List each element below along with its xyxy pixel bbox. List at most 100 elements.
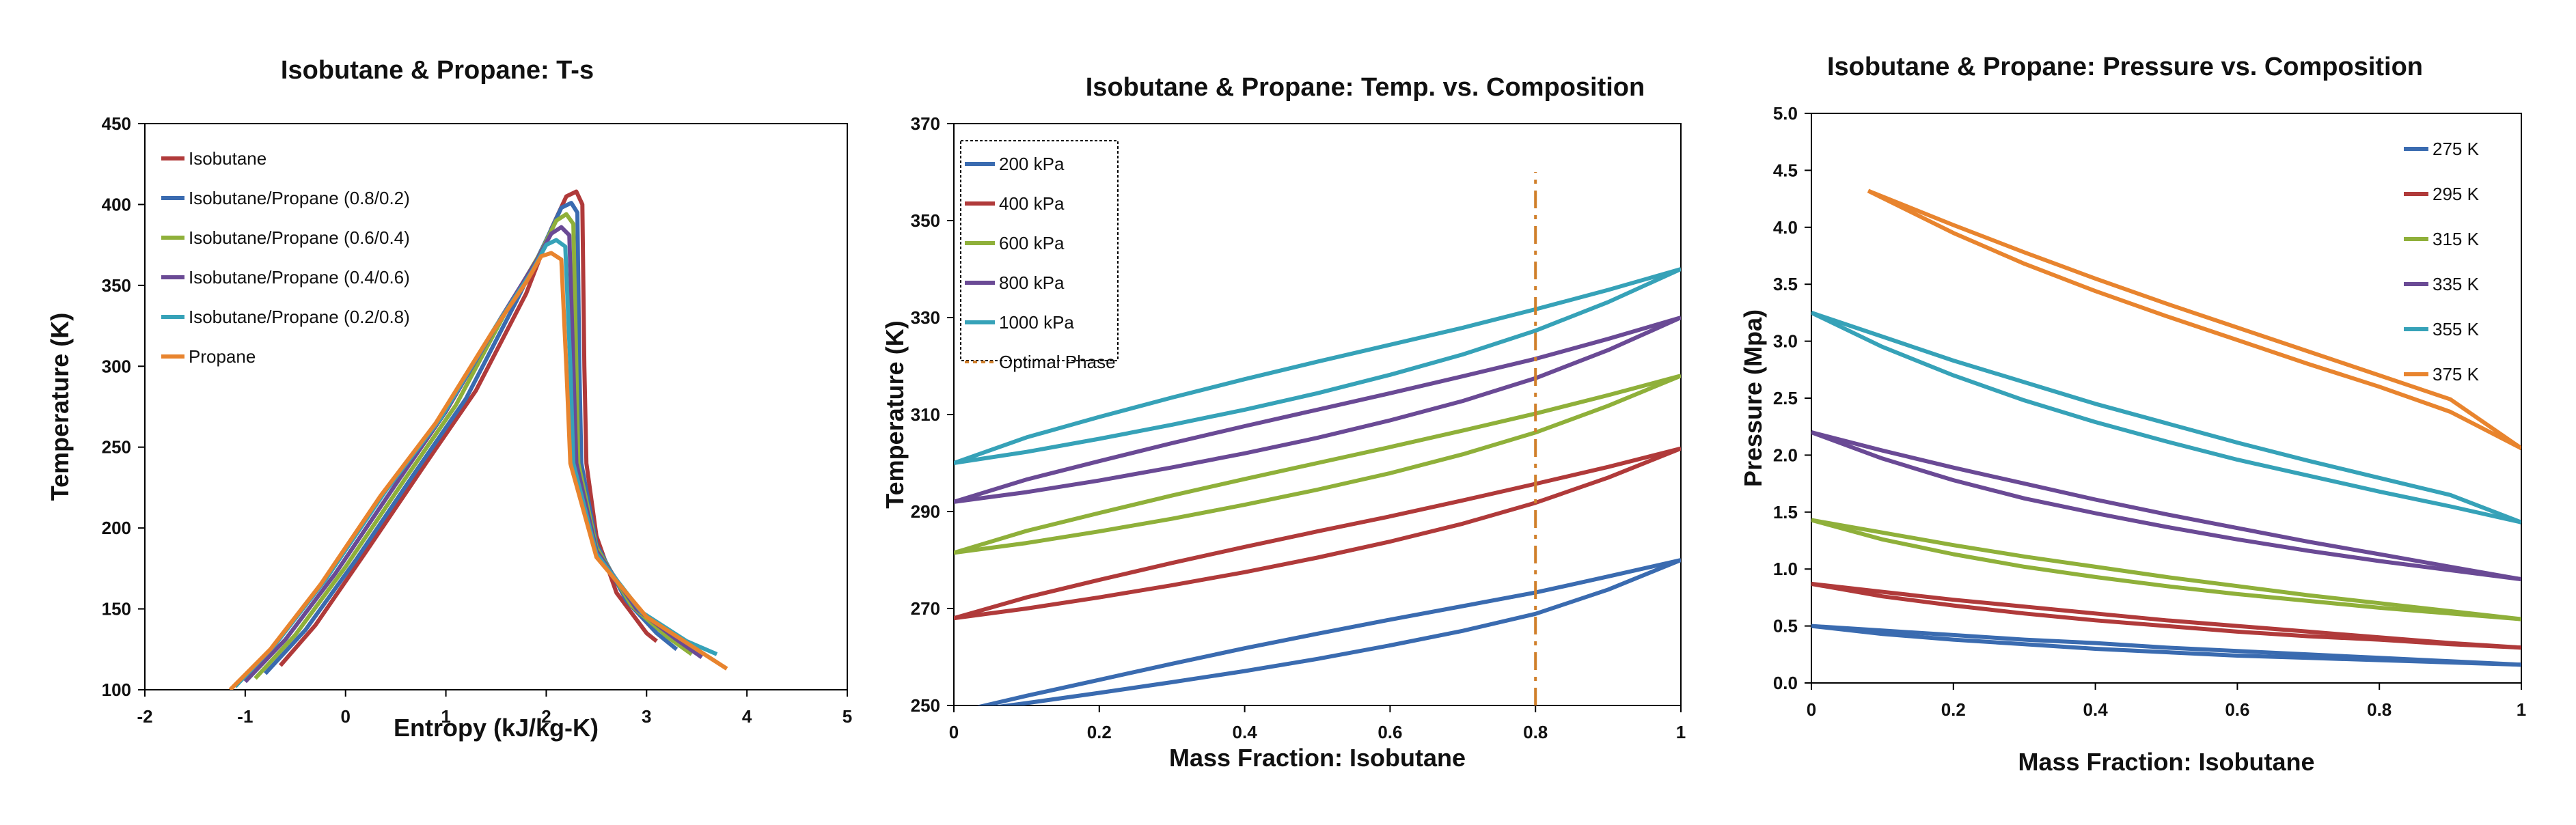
y-axis-label: Temperature (K)	[46, 313, 74, 501]
y-tick-label: 350	[102, 275, 131, 296]
series-line-315-k-bubble	[1811, 518, 2521, 621]
plot-area-frame	[144, 123, 848, 690]
legend-label: 355 K	[2433, 319, 2480, 339]
series-line-600-kpa-bubble	[954, 374, 1681, 555]
chart-3: Isobutane & Propane: Pressure vs. Compos…	[1739, 53, 2526, 776]
y-tick-label: 370	[911, 113, 940, 134]
legend-label: Propane	[189, 346, 256, 367]
y-tick-label: 290	[911, 501, 940, 522]
x-tick-label: 1	[2517, 699, 2526, 720]
y-tick-label: 1.0	[1773, 559, 1798, 579]
x-tick-label: -2	[137, 706, 152, 727]
legend: 200 kPa 400 kPa 600 kPa 800 kPa 1000 kPa Opti…	[960, 140, 1119, 372]
series-line-400-kpa-bubble	[954, 446, 1681, 621]
series-line-295-k-dew	[1811, 581, 2521, 650]
y-tick-label: 250	[911, 695, 940, 716]
series-line-275-k-dew	[1811, 624, 2521, 667]
legend-label: 600 kPa	[999, 233, 1065, 253]
chart-title: Isobutane & Propane: Pressure vs. Compos…	[1827, 53, 2423, 81]
series-line-355-k-dew	[1811, 311, 2521, 525]
series-line-200-kpa-dew	[993, 558, 1681, 705]
series-line-355-k-bubble	[1811, 311, 2521, 525]
x-tick-label: -1	[237, 706, 253, 727]
y-tick-label: 150	[102, 599, 131, 619]
legend-label: 200 kPa	[999, 154, 1065, 174]
x-tick-label: 0.4	[1233, 722, 1258, 742]
series-line-200-kpa-bubble	[976, 558, 1681, 705]
y-axis-label: Temperature (K)	[881, 320, 909, 508]
chart-1: Isobutane & Propane: T-s -2 -1 0 1 2 3 4 5 100 150…	[46, 56, 852, 742]
series-line-800-kpa-bubble	[954, 316, 1681, 504]
y-tick-label: 450	[102, 113, 131, 134]
x-tick-label: 0.2	[1087, 722, 1112, 742]
y-tick-label: 4.0	[1773, 217, 1798, 238]
series-line-600-kpa-dew	[954, 374, 1681, 555]
x-tick-label: 5	[842, 706, 852, 727]
y-tick-label: 300	[102, 356, 131, 376]
plot-series-group	[954, 172, 1681, 705]
legend-label: 315 K	[2433, 229, 2480, 249]
legend: Isobutane Isobutane/Propane (0.8/0.2) Isob…	[161, 148, 410, 367]
legend-label: Optimal Phase	[999, 352, 1116, 372]
legend-label: 400 kPa	[999, 193, 1065, 214]
series-line-1000-kpa-bubble	[954, 267, 1681, 465]
series-line-400-kpa-dew	[954, 446, 1681, 621]
y-tick-label: 5.0	[1773, 103, 1798, 124]
x-axis-label: Mass Fraction: Isobutane	[1169, 744, 1466, 772]
legend-label: 375 K	[2433, 364, 2480, 384]
x-tick-label: 3	[642, 706, 651, 727]
series-line-335-k-dew	[1811, 430, 2521, 582]
y-tick-label: 270	[911, 598, 940, 619]
series-line-375-k-bubble	[1867, 188, 2521, 450]
y-tick-label: 0.0	[1773, 673, 1798, 693]
chart-title: Isobutane & Propane: Temp. vs. Compositi…	[1086, 73, 1645, 102]
y-tick-label: 3.5	[1773, 274, 1798, 294]
y-tick-label: 2.0	[1773, 445, 1798, 465]
plot-series-group	[228, 189, 728, 690]
legend-label: 335 K	[2433, 274, 2480, 294]
series-line-315-k-dew	[1811, 518, 2521, 621]
y-tick-label: 400	[102, 194, 131, 214]
x-tick-label: 0	[1807, 699, 1816, 720]
series-line-375-k-dew	[1867, 188, 2521, 451]
legend: 275 K 295 K 315 K 335 K 355 K 375 K	[2404, 139, 2480, 384]
x-tick-label: 0	[340, 706, 350, 727]
chart-2: Isobutane & Propane: Temp. vs. Compositi…	[881, 73, 1686, 772]
chart-title: Isobutane & Propane: T-s	[281, 56, 594, 85]
legend-label: Isobutane	[189, 148, 266, 169]
y-tick-label: 3.0	[1773, 331, 1798, 352]
x-tick-label: 2	[541, 706, 551, 727]
y-tick-label: 250	[102, 437, 131, 458]
y-tick-label: 1.5	[1773, 502, 1798, 522]
x-tick-label: 4	[742, 706, 752, 727]
series-line-1000-kpa-dew	[954, 267, 1681, 465]
legend-label: Isobutane/Propane (0.6/0.4)	[189, 227, 410, 248]
legend-label: Isobutane/Propane (0.8/0.2)	[189, 188, 410, 208]
y-tick-label: 330	[911, 307, 940, 328]
y-tick-label: 100	[102, 680, 131, 700]
y-tick-label: 2.5	[1773, 388, 1798, 408]
legend-label: 295 K	[2433, 184, 2480, 204]
y-tick-label: 310	[911, 404, 940, 425]
y-tick-label: 4.5	[1773, 160, 1798, 180]
x-axis-label: Mass Fraction: Isobutane	[2018, 748, 2314, 776]
x-tick-label: 0.8	[1523, 722, 1548, 742]
plot-series-group	[1811, 188, 2521, 667]
series-line-propane	[228, 251, 728, 690]
x-tick-label: 0.8	[2367, 699, 2392, 720]
legend-label: 1000 kPa	[999, 312, 1074, 333]
legend-label: 275 K	[2433, 139, 2480, 159]
y-tick-label: 0.5	[1773, 616, 1798, 637]
legend-label: 800 kPa	[999, 272, 1065, 293]
y-axis-label: Pressure (Mpa)	[1739, 309, 1767, 487]
legend-label: Isobutane/Propane (0.2/0.8)	[189, 307, 410, 327]
x-tick-label: 0.2	[1941, 699, 1966, 720]
x-tick-label: 0.6	[1378, 722, 1402, 742]
y-tick-label: 350	[911, 210, 940, 231]
legend-label: Isobutane/Propane (0.4/0.6)	[189, 267, 410, 288]
x-tick-label: 1	[441, 706, 450, 727]
y-tick-label: 200	[102, 518, 131, 538]
x-axis-label: Entropy (kJ/kg-K)	[394, 714, 599, 742]
